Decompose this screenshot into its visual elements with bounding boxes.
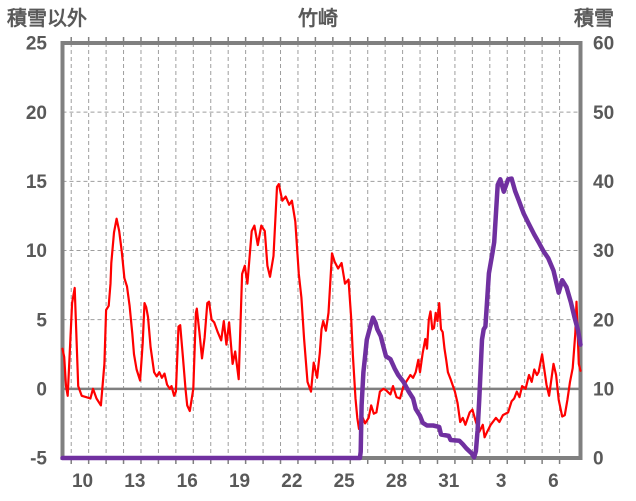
x-tick-label: 16 [177,471,198,492]
right-tick-label: 10 [593,379,614,400]
left-tick-label: 0 [36,379,47,400]
x-tick-label: 3 [496,471,507,492]
x-tick-label: 28 [386,471,407,492]
left-tick-label: 15 [26,172,48,193]
right-tick-label: 60 [593,34,614,55]
x-tick-label: 19 [229,471,250,492]
right-tick-label: 20 [593,310,614,331]
left-tick-label: -5 [30,449,47,470]
right-axis-series-line [60,176,583,461]
left-axis-title: 積雪以外 [7,8,87,30]
left-tick-label: 25 [26,34,48,55]
x-tick-label: 25 [334,471,356,492]
right-tick-label: 50 [593,103,614,124]
chart-title: 竹崎 [298,8,338,30]
right-tick-label: 40 [593,172,614,193]
left-axis-series-line [61,183,582,439]
left-tick-label: 5 [36,310,47,331]
x-tick-label: 22 [281,471,302,492]
x-tick-label: 31 [438,471,460,492]
right-tick-label: 30 [593,241,614,262]
left-tick-label: 10 [26,241,47,262]
right-axis-title: 積雪 [574,8,614,30]
x-tick-label: 13 [124,471,145,492]
right-tick-label: 0 [593,449,604,470]
x-tick-label: 6 [548,471,559,492]
left-tick-label: 20 [26,103,47,124]
x-tick-label: 10 [72,471,93,492]
